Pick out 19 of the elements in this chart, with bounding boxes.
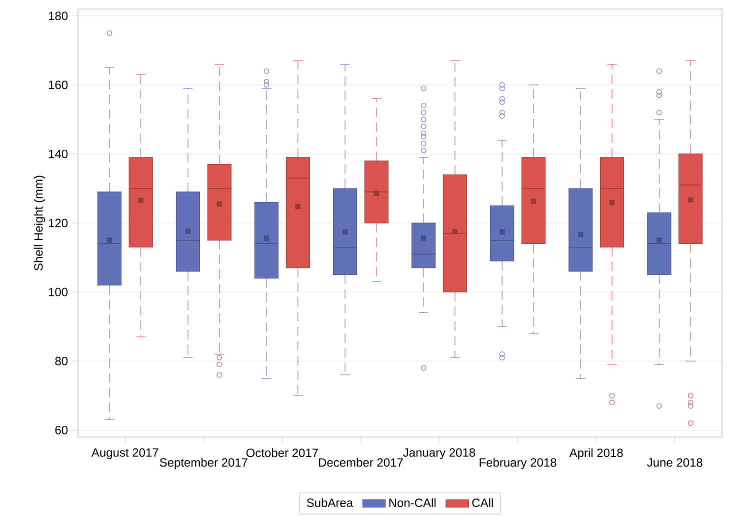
x-tick-label: April 2018 bbox=[569, 448, 623, 460]
x-tick-label: February 2018 bbox=[480, 458, 556, 470]
x-tick-label: September 2017 bbox=[160, 458, 248, 470]
legend-label: Non-CAll bbox=[389, 498, 436, 508]
y-axis-title: Shell Height (mm) bbox=[34, 176, 46, 270]
y-tick-label: 100 bbox=[48, 288, 68, 296]
x-tick-label: January 2018 bbox=[403, 448, 476, 460]
x-tick-label: August 2017 bbox=[91, 448, 158, 460]
x-tick-label: October 2017 bbox=[246, 448, 318, 458]
legend-title: SubArea bbox=[306, 498, 354, 508]
legend-label: CAll bbox=[472, 498, 493, 508]
y-tick-label: 60 bbox=[55, 426, 68, 434]
y-tick-label: 160 bbox=[48, 80, 68, 90]
x-tick-label: December 2017 bbox=[319, 458, 403, 467]
y-tick-label: 140 bbox=[48, 150, 68, 158]
y-tick-label: 80 bbox=[55, 356, 68, 366]
y-tick-label: 120 bbox=[48, 218, 68, 228]
x-tick-label: June 2018 bbox=[647, 458, 702, 467]
y-tick-label: 180 bbox=[48, 12, 68, 20]
